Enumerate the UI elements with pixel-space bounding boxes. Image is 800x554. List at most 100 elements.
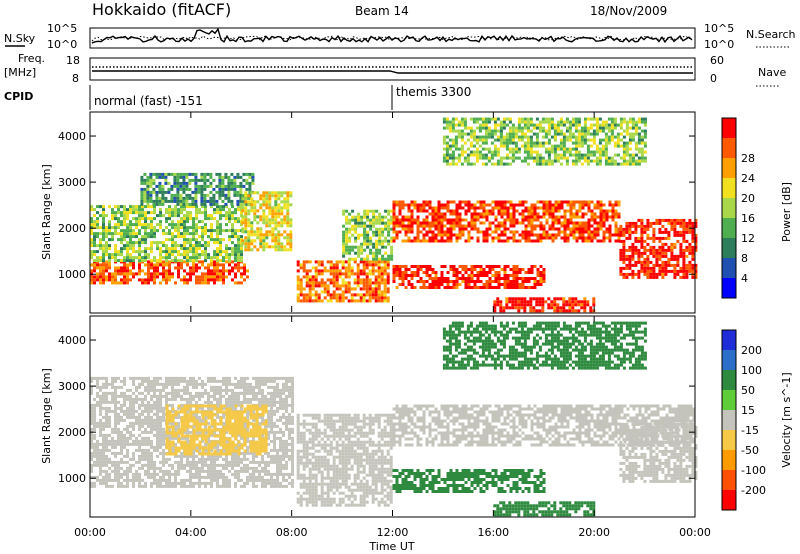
echo-cell-3 [262,221,266,225]
echo-cell-1 [90,217,93,221]
echo-cell-0 [99,394,102,398]
echo-cell-10 [448,162,452,166]
echo-cell-3 [274,200,278,204]
echo-cell-4 [320,284,324,288]
echo-cell-0 [96,400,99,404]
echo-cell-10 [442,153,446,157]
echo-cell-10 [622,117,626,121]
echo-cell-0 [105,436,108,440]
echo-cell-6 [428,200,432,204]
echo-cell-9 [688,227,692,231]
echo-cell-10 [469,117,473,121]
echo-cell-7 [458,265,462,268]
echo-cell-0 [96,445,99,449]
echo-cell-0 [129,412,132,416]
echo-cell-0 [102,424,105,428]
echo-cell-6 [590,212,594,216]
echo-cell-0 [132,415,135,419]
echo-cell-10 [619,123,623,127]
echo-cell-3 [289,224,293,228]
echo-cell-0 [126,466,129,470]
echo-cell-10 [508,138,512,142]
echo-cell-5 [378,230,382,234]
echo-cell-0 [93,436,96,440]
echo-cell-9 [631,251,635,255]
echo-cell-10 [610,117,614,121]
echo-cell-1 [129,247,132,251]
echo-cell-3 [274,227,278,231]
echo-cell-0 [138,418,141,422]
echo-cell-7 [542,268,546,271]
echo-cell-5 [360,233,364,237]
echo-cell-0 [99,457,102,461]
echo-cell-1 [216,208,219,212]
echo-cell-0 [219,263,222,267]
echo-cell-6 [530,239,534,243]
echo-cell-10 [565,138,569,142]
echo-cell-0 [93,397,96,401]
echo-cell-6 [599,215,603,219]
echo-cell-0 [90,275,93,279]
echo-cell-5 [351,227,355,231]
echo-cell-0 [126,472,129,476]
echo-cell-4 [356,269,360,273]
echo-cell-10 [634,123,638,127]
echo-cell-7 [467,277,471,280]
echo-cell-9 [649,272,653,276]
echo-cell-7 [512,274,516,277]
echo-cell-5 [345,239,349,243]
echo-cell-0 [90,469,93,473]
echo-cell-1 [192,223,195,227]
echo-cell-0 [138,427,141,431]
echo-cell-7 [521,268,525,271]
echo-cell-10 [586,162,590,166]
echo-cell-7 [422,286,426,289]
echo-cell-1 [105,250,108,254]
echo-cell-10 [625,153,629,157]
echo-cell-1 [99,238,102,242]
echo-cell-8 [517,309,521,313]
echo-cell-0 [129,463,132,467]
echo-cell-10 [493,144,497,148]
echo-cell-4 [296,269,300,273]
echo-cell-4 [314,266,318,270]
echo-cell-10 [589,132,593,136]
echo-cell-7 [530,268,534,271]
echo-cell-1 [138,220,141,224]
echo-cell-2 [236,190,240,194]
echo-cell-9 [619,233,623,237]
echo-cell-10 [556,120,560,124]
echo-cell-6 [557,218,561,222]
echo-cell-9 [691,236,695,240]
echo-cell-9 [625,272,629,276]
echo-cell-1 [231,241,234,245]
echo-cell-4 [341,263,345,267]
echo-cell-7 [494,280,498,283]
echo-cell-8 [562,309,566,313]
echo-cell-3 [268,206,272,210]
echo-cell-0 [90,385,93,389]
echo-cell-4 [332,269,336,273]
echo-cell-10 [481,147,485,151]
echo-cell-10 [529,129,533,133]
echo-cell-6 [425,203,429,207]
echo-cell-6 [473,209,477,213]
echo-cell-0 [129,430,132,434]
echo-cell-10 [460,150,464,154]
echo-cell-4 [365,272,369,276]
echo-cell-1 [123,244,126,248]
echo-cell-10 [517,135,521,139]
echo-cell-5 [342,251,346,255]
echo-cell-4 [368,284,372,288]
echo-cell-10 [604,132,608,136]
echo-cell-4 [383,269,387,273]
echo-cell-10 [475,153,479,157]
echo-cell-0 [177,272,180,276]
echo-cell-6 [461,206,465,210]
echo-cell-7 [431,268,435,271]
echo-cell-10 [550,147,554,151]
echo-cell-0 [129,442,132,446]
echo-cell-10 [448,120,452,124]
echo-cell-1 [120,229,123,233]
echo-cell-2 [227,184,231,188]
